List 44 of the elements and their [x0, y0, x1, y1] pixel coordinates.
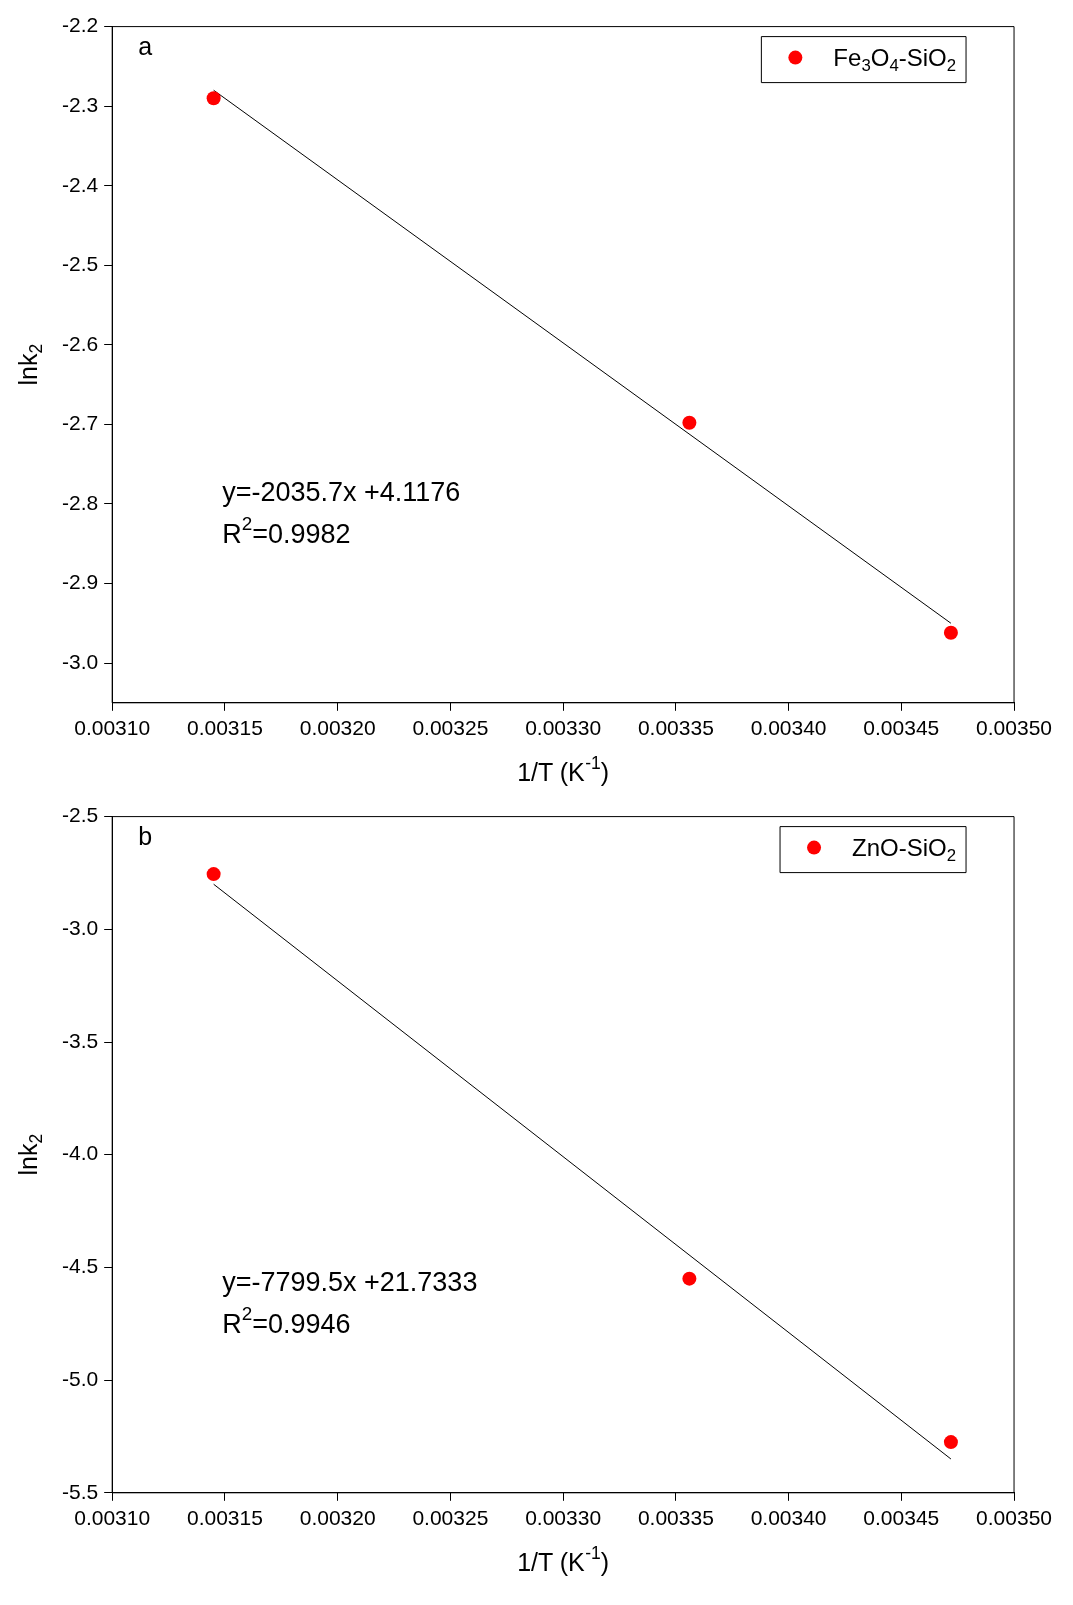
annotation: b	[138, 822, 153, 851]
y-tick-label: -3.0	[62, 916, 99, 940]
x-tick-label: 0.00320	[299, 1506, 376, 1530]
y-tick-label: -4.5	[62, 1254, 99, 1278]
point	[943, 1435, 958, 1450]
x-tick-label: 0.00345	[863, 1506, 940, 1530]
y-tick-label: -4.0	[62, 1141, 99, 1165]
x-tick-label: 0.00345	[863, 716, 940, 740]
point	[206, 91, 221, 106]
x-tick-label: 0.00350	[976, 1506, 1053, 1530]
point	[682, 415, 697, 430]
y-tick-label: -2.3	[62, 92, 99, 116]
y-tick-label: -5.5	[62, 1479, 99, 1503]
annotation: y=-2035.7x +4.1176	[222, 476, 461, 507]
point	[943, 625, 958, 640]
point	[682, 1271, 697, 1286]
x-tick-label: 0.00315	[186, 1506, 263, 1530]
x-tick-label: 0.00310	[74, 1506, 151, 1530]
y-tick-label: -2.9	[62, 570, 99, 594]
y-tick-label: -2.8	[62, 490, 99, 514]
y-tick-label: -2.4	[62, 172, 99, 196]
y-tick-label: -2.5	[62, 252, 99, 276]
x-tick-label: 0.00325	[412, 716, 489, 740]
x-tick-label: 0.00340	[750, 1506, 827, 1530]
x-tick-label: 0.00310	[74, 716, 151, 740]
y-tick-label: -2.7	[62, 411, 99, 435]
y-tick-label: -2.2	[62, 13, 99, 37]
x-tick-label: 0.00325	[412, 1506, 489, 1530]
x-tick-label: 0.00350	[976, 716, 1053, 740]
y-tick-label: -3.0	[62, 649, 99, 673]
y-tick-label: -3.5	[62, 1028, 99, 1052]
x-tick-label: 0.00330	[525, 716, 602, 740]
annotation: y=-7799.5x +21.7333	[222, 1266, 478, 1297]
x-tick-label: 0.00335	[637, 1506, 714, 1530]
point	[206, 867, 221, 882]
x-tick-label: 0.00320	[299, 716, 376, 740]
x-tick-label: 0.00335	[637, 716, 714, 740]
y-tick-label: -2.6	[62, 331, 99, 355]
x-tick-label: 0.00330	[525, 1506, 602, 1530]
x-tick-label: 0.00315	[186, 716, 263, 740]
annotation: a	[138, 32, 153, 61]
y-tick-label: -5.0	[62, 1366, 99, 1390]
y-tick-label: -2.5	[62, 803, 99, 827]
x-tick-label: 0.00340	[750, 716, 827, 740]
